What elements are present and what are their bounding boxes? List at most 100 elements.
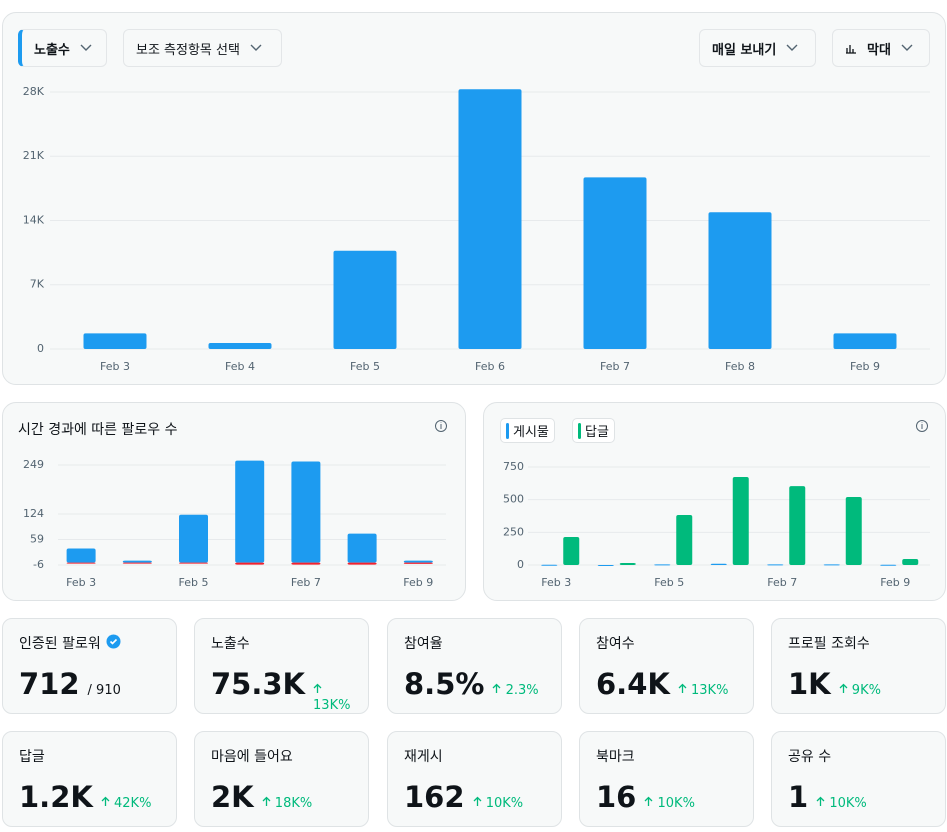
card-label-row: 답글 xyxy=(19,746,160,766)
y-tick-label: 500 xyxy=(503,493,524,506)
card-value: 16 xyxy=(596,780,637,814)
follow-panel xyxy=(2,402,466,601)
x-tick-label: Feb 5 xyxy=(350,360,380,373)
card-change: 9K% xyxy=(839,683,881,698)
card-value-row: 16 10K% xyxy=(596,780,737,814)
card-change-text: 18K% xyxy=(274,796,313,811)
info-icon xyxy=(435,420,447,432)
bar xyxy=(179,562,208,564)
card-change: 10K% xyxy=(816,796,867,811)
card-value-row: 6.4K 13K% xyxy=(596,667,737,701)
x-tick-label: Feb 5 xyxy=(654,576,684,589)
up-arrow xyxy=(644,796,657,811)
bar xyxy=(83,333,147,349)
chart-kind-select[interactable]: 막대 xyxy=(832,29,930,67)
bar xyxy=(291,562,321,565)
interval-label: 매일 보내기 xyxy=(712,42,777,58)
up-arrow xyxy=(101,796,114,811)
card-change: 10K% xyxy=(644,796,695,811)
card-label-row: 인증된 팔로워 xyxy=(19,633,160,653)
metric-card: 노출수 75.3K 13K% xyxy=(194,618,369,714)
card-value-row: 1 10K% xyxy=(788,780,929,814)
bar xyxy=(845,497,862,565)
card-label-row: 노출수 xyxy=(211,633,352,653)
metric-card: 답글 1.2K 42K% xyxy=(2,731,177,827)
bar xyxy=(179,514,208,563)
card-label: 노출수 xyxy=(211,636,250,652)
bar xyxy=(66,562,96,564)
bar xyxy=(654,564,671,566)
metric-card: 공유 수 1 10K% xyxy=(771,731,946,827)
card-label: 인증된 팔로워 xyxy=(19,636,101,652)
bar xyxy=(66,548,96,563)
bar xyxy=(880,564,897,566)
x-tick-label: Feb 3 xyxy=(541,576,571,589)
card-value: 6.4K xyxy=(596,667,670,701)
bar xyxy=(597,565,614,566)
bar xyxy=(333,250,397,349)
card-value: 712 xyxy=(19,667,80,701)
posts-panel xyxy=(483,402,946,601)
x-tick-label: Feb 6 xyxy=(475,360,505,373)
y-tick-label: 124 xyxy=(23,507,44,520)
card-total: / 910 xyxy=(87,683,121,698)
card-value: 1K xyxy=(788,667,831,701)
up-arrow xyxy=(262,796,275,811)
bar xyxy=(208,343,272,349)
card-value-row: 75.3K 13K% xyxy=(211,667,352,713)
card-value: 1.2K xyxy=(19,780,93,814)
card-label-row: 프로필 조회수 xyxy=(788,633,929,653)
up-arrow xyxy=(492,683,505,698)
chevron xyxy=(250,44,262,51)
bar xyxy=(710,563,727,565)
card-change-text: 9K% xyxy=(851,683,881,698)
bar xyxy=(619,563,636,565)
card-value-row: 8.5% 2.3% xyxy=(404,667,545,701)
card-change-text: 2.3% xyxy=(505,683,539,698)
card-value-row: 162 10K% xyxy=(404,780,545,814)
card-change-text: 10K% xyxy=(657,796,695,811)
card-label-row: 재게시 xyxy=(404,746,545,766)
bar xyxy=(708,212,772,349)
x-tick-label: Feb 9 xyxy=(850,360,880,373)
metric-card: 인증된 팔로워 712 / 910 xyxy=(2,618,177,714)
up-arrow xyxy=(839,683,852,698)
legend-swatch xyxy=(506,422,509,439)
y-tick-label: 14K xyxy=(23,213,45,226)
bar xyxy=(235,460,265,563)
secondary-label: 보조 측정항목 선택 xyxy=(136,42,240,58)
bar xyxy=(676,514,693,565)
verified-badge xyxy=(106,634,121,653)
card-change: 10K% xyxy=(473,796,523,811)
metric-card: 프로필 조회수 1K 9K% xyxy=(771,618,946,714)
bar xyxy=(235,562,265,565)
card-label-row: 공유 수 xyxy=(788,746,929,766)
bar xyxy=(347,562,377,565)
card-label: 참여수 xyxy=(596,636,635,652)
y-tick-label: 750 xyxy=(503,460,524,473)
card-label: 재게시 xyxy=(404,749,443,765)
secondary-select[interactable]: 보조 측정항목 선택 xyxy=(123,29,282,67)
legend-item[interactable]: 답글 xyxy=(572,418,615,443)
card-change: 2.3% xyxy=(492,683,539,698)
bar xyxy=(403,560,433,563)
x-tick-label: Feb 7 xyxy=(291,576,321,589)
legend-item[interactable]: 게시물 xyxy=(500,418,555,443)
y-tick-label: 249 xyxy=(23,458,44,471)
x-tick-label: Feb 5 xyxy=(179,576,209,589)
chart-kind-label: 막대 xyxy=(867,42,891,58)
up-arrow xyxy=(816,796,829,811)
chevron xyxy=(901,44,913,51)
bar xyxy=(563,537,580,565)
card-label-row: 마음에 들어요 xyxy=(211,746,352,766)
metric-card: 북마크 16 10K% xyxy=(579,731,754,827)
interval-select[interactable]: 매일 보내기 xyxy=(699,29,816,67)
card-value: 2K xyxy=(211,780,254,814)
card-value: 8.5% xyxy=(404,667,485,701)
y-tick-label: 28K xyxy=(23,85,45,98)
x-tick-label: Feb 3 xyxy=(100,360,130,373)
metric-label: 노출수 xyxy=(34,42,70,58)
metric-select[interactable]: 노출수 xyxy=(18,29,107,67)
card-value-row: 2K 18K% xyxy=(211,780,352,814)
card-label: 북마크 xyxy=(596,749,635,765)
